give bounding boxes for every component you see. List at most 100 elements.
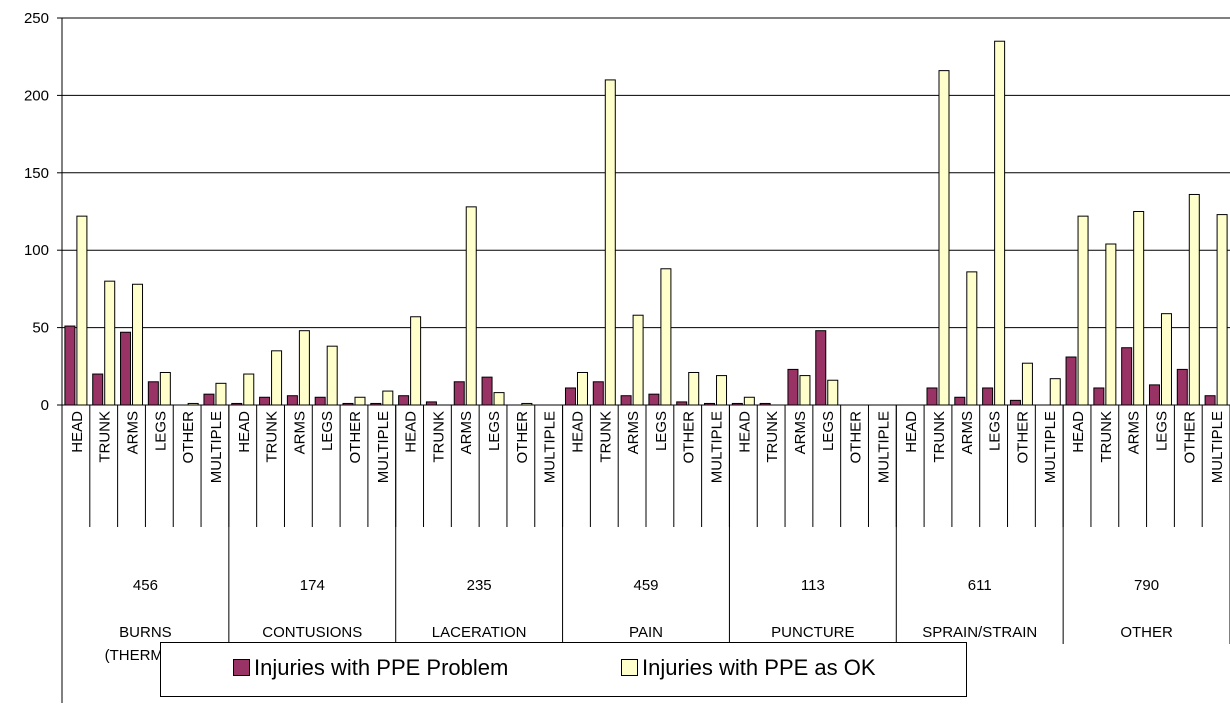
x-body-part-label: TRUNK [764,411,781,463]
x-body-part-label: ARMS [792,411,809,454]
x-body-part-label: MULTIPLE [875,411,892,483]
bar-ppe-ok [104,280,116,406]
bar-ppe-ok [1049,378,1061,406]
x-body-part-label: OTHER [347,411,364,464]
bar-ppe-problem [982,387,994,406]
x-body-part-label: ARMS [625,411,642,454]
x-body-part-label: ARMS [1126,411,1143,454]
x-body-part-label: MULTIPLE [1209,411,1226,483]
bar-ppe-ok [743,396,755,406]
bar-ppe-ok [1188,193,1200,406]
bar-ppe-problem [1176,368,1188,406]
x-body-part-label: LEGS [820,411,837,451]
bar-ppe-problem [648,393,660,406]
x-body-part-label: OTHER [681,411,698,464]
x-body-part-label: ARMS [125,411,142,454]
bar-ppe-problem [592,381,604,406]
x-group-total: 174 [300,577,325,594]
bar-ppe-ok [1160,313,1172,406]
x-body-part-label: HEAD [69,411,86,453]
x-group-name: BURNS [119,624,172,641]
bar-ppe-problem [954,396,966,406]
x-group-total: 113 [801,577,825,594]
x-body-part-label: ARMS [458,411,475,454]
bar-ppe-ok [1133,211,1145,406]
x-body-part-label: OTHER [514,411,531,464]
x-group-name: CONTUSIONS [262,624,362,641]
bar-ppe-problem [147,381,159,406]
x-body-part-label: LEGS [987,411,1004,451]
x-body-part-label: HEAD [403,411,420,453]
x-body-part-label: LEGS [486,411,503,451]
bar-ppe-ok [243,373,255,406]
x-body-part-label: HEAD [736,411,753,453]
legend-label-ppe-ok: Injuries with PPE as OK [642,655,876,680]
bar-ppe-problem [64,325,76,406]
x-body-part-label: MULTIPLE [709,411,726,483]
bar-ppe-ok [298,330,310,406]
x-group-total: 790 [1134,577,1159,594]
axes [61,18,1230,703]
legend-item-ppe-problem: Injuries with PPE Problem [233,655,508,681]
x-group-name: SPRAIN/STRAIN [922,624,1037,641]
bar-ppe-ok [660,268,672,406]
bar-ppe-ok [132,283,144,406]
x-body-part-label: HEAD [236,411,253,453]
x-body-part-label: TRUNK [1098,411,1115,463]
x-body-part-label: TRUNK [931,411,948,463]
x-body-part-label: MULTIPLE [542,411,559,483]
y-tick-label: 200 [24,87,49,104]
bar-ppe-problem [481,376,493,406]
bar-ppe-ok [1077,215,1089,406]
bar-ppe-problem [203,393,215,406]
x-body-part-label: HEAD [903,411,920,453]
legend-swatch-ppe-problem [233,659,250,676]
x-group-total: 611 [968,577,992,594]
x-group-name: PAIN [629,624,663,641]
bar-ppe-ok [215,382,227,406]
x-body-part-label: LEGS [152,411,169,451]
bar-ppe-problem [815,330,827,406]
x-group-total: 235 [467,577,492,594]
x-group-total: 456 [133,577,158,594]
bar-ppe-ok [382,390,394,406]
bar-ppe-ok [716,375,728,406]
chart-legend: Injuries with PPE Problem Injuries with … [160,642,967,697]
bar-ppe-problem [286,395,298,406]
bar-ppe-ok [271,350,283,406]
bar-ppe-ok [76,215,88,406]
bar-ppe-problem [1148,384,1160,406]
bar-ppe-ok [604,79,616,406]
x-body-part-label: OTHER [1181,411,1198,464]
y-tick-label: 100 [24,242,49,259]
bar-ppe-ok [1216,214,1228,406]
bar-ppe-ok [465,206,477,406]
bar-ppe-ok [966,271,978,406]
x-body-part-label: TRUNK [97,411,114,463]
legend-label-ppe-problem: Injuries with PPE Problem [254,655,509,680]
bar-ppe-ok [326,345,338,406]
x-body-part-label: OTHER [848,411,865,464]
x-group-name: LACERATION [432,624,527,641]
x-body-part-label: TRUNK [597,411,614,463]
bar-ppe-ok [410,316,422,406]
y-tick-label: 150 [24,165,49,182]
x-body-part-label: LEGS [653,411,670,451]
x-body-part-label: MULTIPLE [1042,411,1059,483]
bar-ppe-problem [620,395,632,406]
bar-ppe-ok [938,70,950,406]
x-body-part-label: ARMS [959,411,976,454]
x-group-total: 459 [633,577,658,594]
x-body-part-label: HEAD [1070,411,1087,453]
bar-ppe-ok [354,396,366,406]
bar-ppe-problem [453,381,465,406]
x-body-part-label: TRUNK [264,411,281,463]
x-group-name: OTHER [1120,624,1173,641]
bar-ppe-ok [493,392,505,406]
bar-ppe-ok [994,40,1006,406]
bar-ppe-problem [564,387,576,406]
bar-ppe-ok [632,314,644,406]
x-body-part-label: MULTIPLE [375,411,392,483]
bar-ppe-problem [120,331,132,406]
